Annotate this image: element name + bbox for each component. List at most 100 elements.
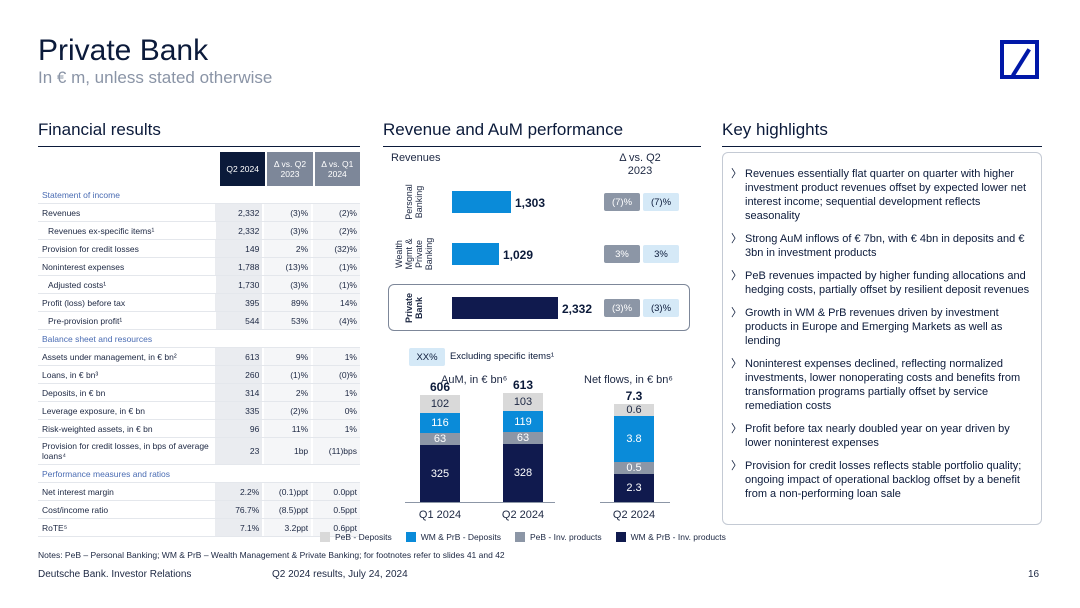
row-value: 11%	[264, 420, 312, 437]
row-value: 1,788	[215, 258, 263, 275]
stacked-bar-total: 606	[429, 380, 451, 394]
stack-chart-title: AuM, in € bn⁶	[441, 374, 508, 386]
revenue-delta-reported: (7)%	[604, 193, 640, 211]
stacked-bar-segment: 63	[503, 432, 543, 444]
row-value: 335	[215, 402, 263, 419]
row-value: (2)%	[264, 402, 312, 419]
highlight-text: Strong AuM inflows of € 7bn, with € 4bn …	[745, 233, 1025, 259]
chevron-right-icon: 〉	[731, 307, 742, 319]
stacked-bar-segment: 0.6	[614, 404, 654, 416]
table-row: Deposits, in € bn 314 2% 1%	[38, 384, 360, 402]
revenue-bar	[452, 191, 511, 213]
legend-item: PeB - Inv. products	[515, 532, 602, 542]
row-value: 14%	[313, 294, 360, 311]
row-value: (0)%	[313, 366, 360, 383]
table-row: Assets under management, in € bn² 613 9% 1%	[38, 348, 360, 366]
row-value: 0.5ppt	[313, 501, 360, 518]
row-label: Provision for credit losses	[42, 243, 139, 254]
row-value: 9%	[264, 348, 312, 365]
row-value: (2)%	[313, 204, 360, 221]
stacked-bar-segment: 3.8	[614, 416, 654, 462]
highlight-item: 〉 PeB revenues impacted by higher funding…	[723, 269, 1031, 297]
private-bank-highlight-box	[388, 284, 690, 331]
stacked-bar-segment: 119	[503, 411, 543, 432]
stacked-bar-total: 7.3	[625, 389, 643, 403]
row-label: Noninterest expenses	[42, 261, 125, 272]
legend-swatch	[515, 532, 525, 542]
stacked-bar-segment: 2.3	[614, 474, 654, 502]
highlight-item: 〉 Noninterest expenses declined, reflecti…	[723, 357, 1031, 413]
legend-label: WM & PrB - Deposits	[420, 532, 501, 542]
table-row: Noninterest expenses 1,788 (13)% (1)%	[38, 258, 360, 276]
row-value: 314	[215, 384, 263, 401]
row-label: Profit (loss) before tax	[42, 297, 126, 308]
footer-company: Deutsche Bank. Investor Relations	[38, 569, 192, 580]
row-value: 260	[215, 366, 263, 383]
delta-label: Δ vs. Q2 2023	[619, 152, 661, 177]
deutsche-bank-logo	[1000, 40, 1039, 79]
table-row: Provision for credit losses 149 2% (32)%	[38, 240, 360, 258]
legend-item: WM & PrB - Inv. products	[615, 532, 726, 542]
row-label: Loans, in € bn³	[42, 369, 99, 380]
chevron-right-icon: 〉	[731, 460, 742, 472]
legend-label: PeB - Inv. products	[530, 532, 602, 542]
row-value: (3)%	[264, 204, 312, 221]
table-row: Profit (loss) before tax 395 89% 14%	[38, 294, 360, 312]
stack-chart-title: Net flows, in € bn⁶	[584, 374, 673, 386]
row-value: 7.1%	[215, 519, 263, 536]
row-value: 89%	[264, 294, 312, 311]
row-label: Provision for credit losses, in bps of a…	[42, 441, 209, 461]
row-label: Cost/income ratio	[42, 504, 109, 515]
revenue-category-label: Private Bank	[404, 292, 424, 324]
financial-results-table: Q2 2024 Δ vs. Q2 2023 Δ vs. Q1 2024 Stat…	[38, 152, 360, 537]
section-revenue-aum: Revenue and AuM performance	[383, 120, 701, 147]
row-value: (0.1)ppt	[264, 483, 312, 500]
row-value: 1%	[313, 420, 360, 437]
chevron-right-icon: 〉	[731, 270, 742, 282]
revenue-bar	[452, 297, 558, 319]
revenue-delta-reported: (3)%	[604, 299, 640, 317]
revenue-delta-reported: 3%	[604, 245, 640, 263]
row-value: (1)%	[313, 276, 360, 293]
highlight-text: Profit before tax nearly doubled year on…	[745, 423, 1010, 449]
row-value: (1)%	[264, 366, 312, 383]
chevron-right-icon: 〉	[731, 358, 742, 370]
stacked-bar-segment: 0.5	[614, 462, 654, 474]
table-row: Cost/income ratio 76.7% (8.5)ppt 0.5ppt	[38, 501, 360, 519]
table-row: Revenues 2,332 (3)% (2)%	[38, 204, 360, 222]
row-value: 2%	[264, 384, 312, 401]
revenue-bar	[452, 243, 499, 265]
stacked-bar-total: 613	[512, 378, 534, 392]
legend-swatch	[615, 532, 626, 542]
row-value: 76.7%	[215, 501, 263, 518]
revenue-bar-value: 2,332	[562, 302, 593, 316]
stacked-bar-segment: 328	[503, 444, 543, 502]
table-section-title: Performance measures and ratios	[38, 465, 360, 483]
page-number: 16	[1028, 569, 1040, 580]
row-value: 3.2ppt	[264, 519, 312, 536]
table-header: Q2 2024 Δ vs. Q2 2023 Δ vs. Q1 2024	[218, 152, 360, 186]
chevron-right-icon: 〉	[731, 233, 742, 245]
row-label: Deposits, in € bn	[42, 387, 106, 398]
row-value: 96	[215, 420, 263, 437]
row-value: (3)%	[264, 276, 312, 293]
revenue-delta-ex-specific: 3%	[643, 245, 679, 263]
row-value: 0%	[313, 402, 360, 419]
x-axis-line	[600, 502, 670, 503]
x-axis-line	[405, 502, 555, 503]
row-value: 23	[215, 438, 263, 464]
legend-label: PeB - Deposits	[335, 532, 392, 542]
chevron-right-icon: 〉	[731, 423, 742, 435]
row-value: 544	[215, 312, 263, 329]
stacked-bar-segment: 103	[503, 393, 543, 411]
row-value: (32)%	[313, 240, 360, 257]
stacked-bar-segment: 325	[420, 445, 460, 502]
row-value: (11)bps	[313, 438, 360, 464]
row-label: Revenues	[42, 207, 81, 218]
row-value: (2)%	[313, 222, 360, 239]
legend-swatch	[405, 532, 416, 542]
revenue-bar-value: 1,303	[515, 196, 546, 210]
row-value: 1,730	[215, 276, 263, 293]
col-header-q2-2024: Q2 2024	[220, 152, 266, 186]
row-value: 53%	[264, 312, 312, 329]
